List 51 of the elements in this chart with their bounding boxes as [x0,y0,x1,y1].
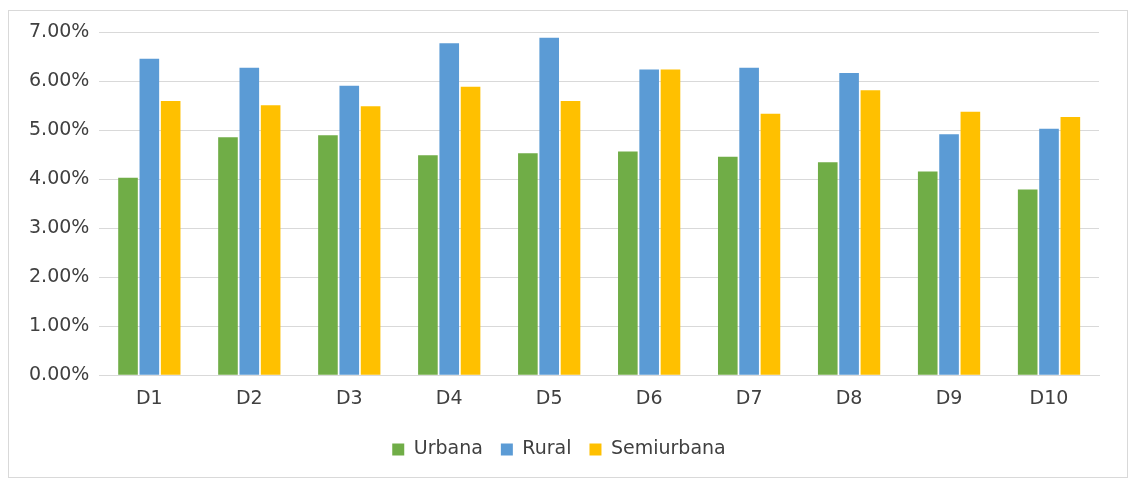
y-tick-label: 3.00% [29,215,90,238]
bar [1039,128,1059,375]
bar [139,58,160,375]
legend-label: Rural [522,436,572,459]
x-tick-label: D3 [335,385,363,408]
y-tick-label: 2.00% [29,264,90,287]
bar [860,90,881,375]
x-tick-label: D5 [535,385,563,408]
bar [939,134,959,375]
y-tick-label: 6.00% [29,68,90,91]
bar [118,177,138,375]
bar [717,156,738,375]
bar [518,153,538,375]
y-tick-label: 5.00% [29,117,90,140]
x-tick-label: D7 [735,385,763,408]
x-tick-label: D2 [235,385,263,408]
x-tick-label: D4 [435,385,463,408]
legend-label: Urbana [413,436,483,459]
bar [1017,189,1038,375]
y-tick-label: 1.00% [29,313,90,336]
bar [1060,117,1081,375]
bar [318,135,338,375]
bar [960,111,981,375]
y-tick-label: 0.00% [29,362,90,385]
bar [418,155,438,375]
bar [218,137,238,375]
x-tick-label: D8 [835,385,863,408]
bar [839,73,859,375]
bar [539,37,560,375]
bar [618,151,638,375]
bar [639,69,659,375]
bar [439,43,460,375]
bar [760,113,781,375]
bar [739,67,759,375]
bar [339,85,360,375]
bar [560,100,581,375]
bar [239,67,260,375]
legend-label: Semiurbana [610,436,726,459]
y-tick-label: 7.00% [29,19,90,42]
bar [160,100,181,375]
bar [460,86,481,375]
bar [260,105,281,375]
bar [817,162,838,375]
bar [917,171,938,375]
x-tick-label: D1 [135,385,163,408]
x-tick-label: D9 [935,385,963,408]
bar [360,106,381,375]
bar [660,69,681,375]
y-tick-label: 4.00% [29,166,90,189]
x-tick-label: D10 [1029,385,1069,408]
x-tick-label: D6 [635,385,663,408]
